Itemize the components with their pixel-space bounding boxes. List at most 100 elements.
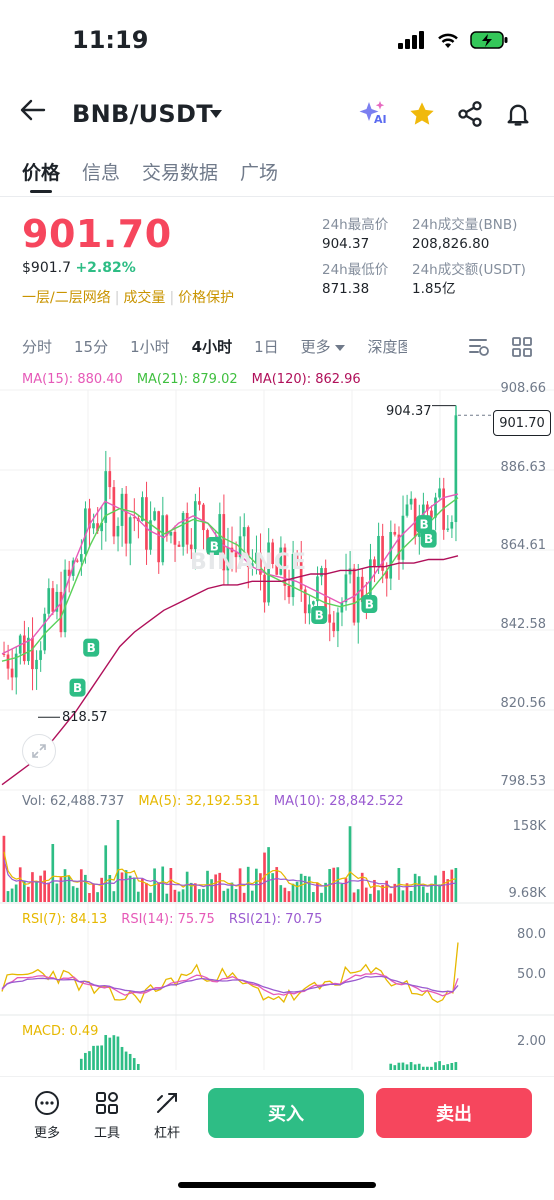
ma120-legend-name: MA(120)	[251, 372, 307, 387]
volume-bar	[2, 835, 6, 902]
candle-body	[385, 570, 388, 579]
volume-bar	[242, 892, 246, 902]
notification-bell-icon[interactable]	[504, 100, 532, 128]
y-tick-908: 908.66	[500, 381, 547, 396]
candle-body	[438, 488, 441, 498]
interval-1h[interactable]: 1小时	[130, 338, 170, 356]
volume-bar	[136, 891, 140, 902]
volume-bar	[157, 882, 160, 902]
bottom-leverage[interactable]: 杠杆	[154, 1090, 180, 1141]
candle-body	[328, 614, 331, 623]
macd-bar	[96, 1045, 99, 1070]
layout-grid-icon[interactable]	[511, 336, 533, 358]
candle-body	[348, 568, 352, 575]
buy-button[interactable]: 买入	[208, 1088, 364, 1138]
buy-marker-label: B	[73, 681, 82, 695]
interval-time[interactable]: 分时	[22, 338, 53, 356]
sell-button[interactable]: 卖出	[376, 1088, 532, 1138]
volume-bar	[206, 870, 209, 902]
more-dots-icon	[35, 1091, 59, 1115]
volume-bar	[165, 893, 169, 902]
candle-body	[434, 497, 437, 518]
rsi-line-0	[1, 942, 459, 1004]
interval-4h[interactable]: 4小时	[191, 338, 233, 356]
pair-title[interactable]: BNB/USDT	[72, 100, 213, 128]
volume-bar	[303, 875, 307, 902]
macd-legend-name: MACD	[22, 1024, 61, 1039]
volume-bar	[124, 870, 128, 902]
volume-bar	[112, 891, 116, 902]
volume-bar	[51, 844, 55, 902]
candle-body	[35, 659, 38, 670]
rsi7-legend-name: RSI(7)	[22, 912, 62, 927]
candle-body	[165, 515, 169, 536]
candle-body	[10, 668, 14, 678]
volume-bar	[267, 847, 270, 902]
volume-bar	[360, 872, 364, 902]
buy-marker	[83, 638, 100, 657]
tab-square[interactable]: 广场	[240, 162, 279, 184]
tag-price-protection[interactable]: 价格保护	[178, 290, 235, 306]
volume-bar	[92, 884, 95, 902]
favorite-star-icon[interactable]	[408, 100, 436, 128]
vol-tick-min: 9.68K	[508, 886, 546, 901]
volume-bar	[100, 877, 103, 902]
volume-bar	[234, 889, 238, 902]
back-arrow-icon[interactable]	[20, 98, 46, 128]
macd-bar	[397, 1062, 401, 1070]
current-price-label: 901.70	[499, 415, 545, 431]
candle-body	[454, 415, 458, 523]
macd-bar	[393, 1065, 397, 1070]
share-icon[interactable]	[456, 100, 484, 128]
candle-body	[169, 531, 173, 536]
pair-dropdown-caret-icon[interactable]	[208, 104, 224, 125]
macd-bar	[100, 1045, 103, 1070]
candle-body	[132, 517, 136, 519]
interval-depth[interactable]: 深度图	[367, 336, 407, 357]
candle-body	[157, 511, 160, 563]
tab-info[interactable]: 信息	[82, 162, 121, 184]
candle-body	[96, 523, 99, 532]
low-price-marker: 818.57	[62, 710, 108, 725]
volume-bar	[75, 887, 79, 902]
ma15-legend-name: MA(15)	[22, 372, 69, 387]
tag-volume[interactable]: 成交量	[123, 290, 166, 306]
interval-1d[interactable]: 1日	[254, 338, 279, 356]
macd-bar	[79, 1058, 83, 1070]
low-value: 871.38	[322, 281, 370, 297]
tag-layer-network[interactable]: 一层/二层网络	[22, 290, 111, 306]
vol-ma10-legend-name: MA(10)	[273, 794, 321, 809]
indicator-settings-icon[interactable]	[468, 336, 490, 358]
candle-body	[104, 471, 108, 523]
candle-body	[242, 527, 246, 537]
tab-trading-data[interactable]: 交易数据	[142, 162, 219, 184]
ai-icon[interactable]: AI	[358, 100, 388, 128]
volume-bar	[31, 872, 34, 902]
chevron-down-icon	[335, 345, 346, 351]
interval-more[interactable]: 更多	[301, 336, 346, 357]
candle-body	[27, 637, 30, 662]
bottom-more[interactable]: 更多	[34, 1090, 60, 1141]
buy-marker	[69, 678, 86, 697]
volume-bar	[39, 875, 42, 902]
volume-bar	[283, 887, 287, 902]
volume-bar	[27, 886, 30, 902]
macd-bar	[88, 1051, 91, 1070]
volume-bar	[454, 868, 458, 902]
buy-marker	[420, 529, 437, 548]
high-label: 24h最高价	[322, 217, 389, 233]
fullscreen-button[interactable]	[22, 734, 56, 768]
candle-body	[79, 554, 83, 562]
home-indicator[interactable]	[178, 1182, 376, 1188]
current-price-tag[interactable]: 901.70	[493, 410, 551, 436]
cellular-signal-icon	[398, 31, 424, 49]
candle-body	[401, 515, 405, 560]
interval-15m[interactable]: 15分	[74, 338, 109, 356]
volume-bar	[132, 877, 136, 902]
volume-bar	[405, 883, 409, 902]
y-tick-820: 820.56	[500, 696, 547, 711]
tab-price[interactable]: 价格	[22, 158, 60, 193]
candle-body	[369, 559, 372, 606]
bottom-tools[interactable]: 工具	[94, 1090, 120, 1141]
